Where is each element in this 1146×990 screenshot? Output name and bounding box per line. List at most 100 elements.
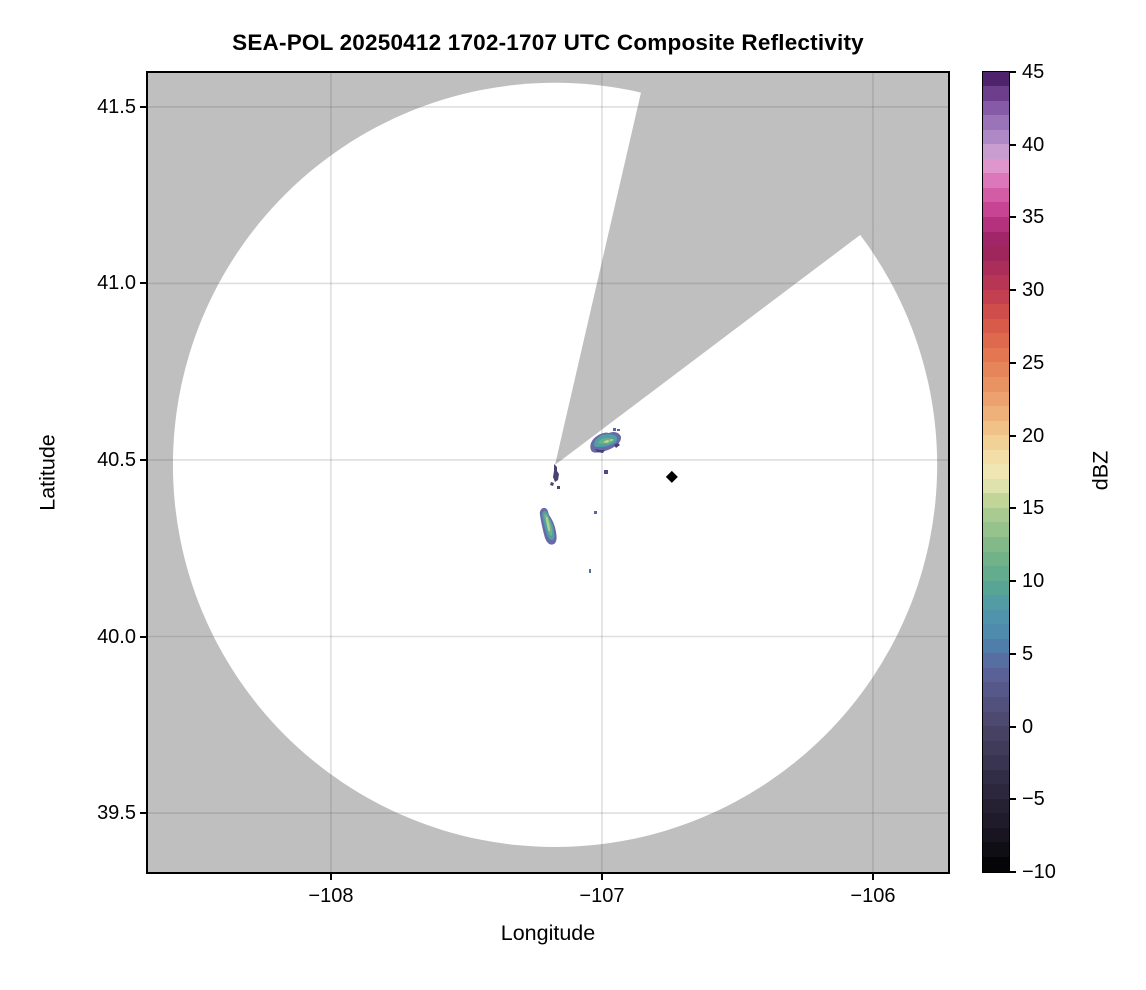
reflectivity-speck (557, 486, 560, 489)
colorbar-tick-label: −10 (1022, 861, 1056, 883)
colorbar-band (982, 842, 1009, 858)
y-axis-label: Latitude (35, 434, 60, 511)
colorbar-band (982, 289, 1009, 305)
colorbar-band (982, 86, 1009, 102)
colorbar-band (982, 580, 1009, 596)
colorbar-band (982, 595, 1009, 611)
x-tick-label: −106 (850, 885, 896, 907)
colorbar-tick-label: 35 (1022, 206, 1045, 229)
reflectivity-cell-near-radar (550, 464, 559, 486)
colorbar-band (982, 275, 1009, 291)
colorbar-label: dBZ (1088, 450, 1113, 491)
colorbar-tick (1009, 361, 1016, 364)
colorbar-band (982, 667, 1009, 683)
reflectivity-speck (604, 470, 608, 474)
colorbar-tick (1009, 507, 1016, 510)
x-tick (329, 872, 332, 880)
reflectivity-cell-southwest (546, 516, 550, 532)
colorbar-tick-label: 45 (1022, 61, 1045, 83)
colorbar-band (982, 813, 1009, 829)
colorbar-tick-label: 10 (1022, 570, 1045, 593)
colorbar-band (982, 798, 1009, 814)
y-tick-label: 41.0 (97, 272, 136, 295)
colorbar (981, 70, 1010, 873)
reflectivity-speck (589, 569, 591, 573)
colorbar-band (982, 129, 1009, 145)
colorbar-band (982, 493, 1009, 509)
colorbar-band (982, 653, 1009, 669)
colorbar-tick (1009, 216, 1016, 219)
colorbar-tick (1009, 580, 1016, 583)
colorbar-band (982, 202, 1009, 218)
x-tick (871, 872, 874, 880)
map-plot-area (146, 71, 950, 874)
site-marker-diamond (665, 470, 678, 483)
y-tick-label: 39.5 (97, 802, 136, 825)
colorbar-band (982, 187, 1009, 203)
colorbar-band (982, 740, 1009, 756)
y-tick (140, 812, 148, 815)
colorbar-band (982, 435, 1009, 451)
colorbar-band (982, 784, 1009, 800)
y-tick (140, 282, 148, 285)
colorbar-band (982, 347, 1009, 363)
colorbar-band (982, 856, 1009, 872)
colorbar-band (982, 173, 1009, 189)
y-tick-label: 41.5 (97, 95, 136, 118)
colorbar-band (982, 362, 1009, 378)
y-tick (140, 105, 148, 108)
colorbar-band (982, 566, 1009, 582)
colorbar-tick (1009, 871, 1016, 873)
colorbar-band (982, 609, 1009, 625)
colorbar-band (982, 231, 1009, 247)
colorbar-band (982, 391, 1009, 407)
reflectivity-speck (613, 428, 616, 431)
colorbar-band (982, 260, 1009, 276)
colorbar-band (982, 624, 1009, 640)
y-tick-label: 40.5 (97, 448, 136, 471)
colorbar-tick (1009, 71, 1016, 73)
colorbar-band (982, 551, 1009, 567)
colorbar-band (982, 246, 1009, 262)
colorbar-tick (1009, 725, 1016, 728)
colorbar-band (982, 71, 1009, 87)
colorbar-tick-label: 30 (1022, 279, 1045, 302)
colorbar-band (982, 711, 1009, 727)
colorbar-tick-label: 40 (1022, 133, 1045, 156)
colorbar-tick-label: 25 (1022, 351, 1045, 374)
blocked-sector-wedge (555, 73, 939, 465)
colorbar-band (982, 100, 1009, 116)
colorbar-band (982, 333, 1009, 349)
colorbar-tick-label: 20 (1022, 424, 1045, 447)
colorbar-band (982, 682, 1009, 698)
colorbar-tick-label: 15 (1022, 497, 1045, 520)
chart-title: SEA-POL 20250412 1702-1707 UTC Composite… (232, 30, 864, 55)
colorbar-tick (1009, 652, 1016, 655)
reflectivity-speck (617, 429, 620, 431)
colorbar-band (982, 522, 1009, 538)
colorbar-band (982, 158, 1009, 174)
x-tick-label: −108 (308, 885, 354, 907)
colorbar-band (982, 827, 1009, 843)
x-tick (600, 872, 603, 880)
colorbar-band (982, 726, 1009, 742)
colorbar-band (982, 216, 1009, 232)
y-tick-label: 40.0 (97, 625, 136, 648)
colorbar-tick (1009, 434, 1016, 437)
colorbar-band (982, 638, 1009, 654)
colorbar-band (982, 304, 1009, 320)
colorbar-tick-label: −5 (1022, 788, 1045, 811)
colorbar-band (982, 318, 1009, 334)
colorbar-band (982, 478, 1009, 494)
y-tick (140, 458, 148, 461)
reflectivity-cell-north (603, 439, 614, 443)
colorbar-tick-label: 0 (1022, 715, 1034, 738)
colorbar-band (982, 755, 1009, 771)
colorbar-tick (1009, 143, 1016, 146)
colorbar-band (982, 464, 1009, 480)
radar-scan-canvas (148, 73, 948, 872)
colorbar-band (982, 115, 1009, 131)
y-tick (140, 635, 148, 638)
colorbar-band (982, 144, 1009, 160)
